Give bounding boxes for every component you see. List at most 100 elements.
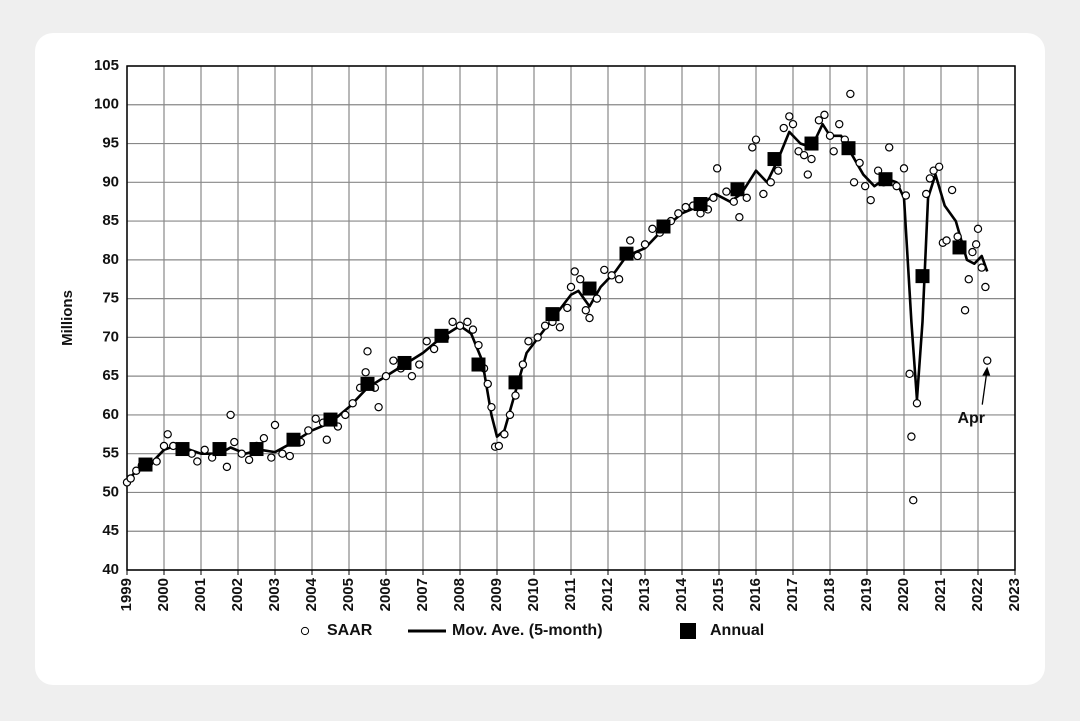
x-tick-label: 2005 [340,578,357,611]
saar-point [885,143,894,152]
saar-point [566,282,576,292]
saar-point [820,110,829,120]
saar-point [674,209,683,218]
x-tick-label: 2013 [636,578,653,611]
annual-point [471,357,486,372]
moving-average-line [126,122,989,482]
saar-point [973,224,983,234]
saar-point [533,333,542,342]
x-tick-label: 2021 [932,578,949,611]
saar-point [712,164,722,173]
saar-point [159,441,169,451]
saar-point [922,189,931,199]
saar-point [126,474,135,483]
x-tick-label: 2009 [488,578,505,611]
saar-point [230,437,239,447]
saar-point [794,147,803,156]
saar-point [729,197,739,206]
saar-point [581,306,591,315]
annual-point [249,442,264,457]
saar-point [814,116,824,125]
annual-point [397,355,412,370]
saar-point [518,360,528,369]
saar-point [759,189,768,199]
saar-point [607,271,616,280]
y-tick-label: 90 [102,173,119,190]
saar-point [774,166,783,175]
y-tick-label: 55 [102,445,119,462]
legend-label: Mov. Ave. (5-month) [452,622,603,639]
y-tick-label: 105 [94,57,119,74]
saar-point [912,399,922,408]
annual-point [804,136,819,151]
y-tick-label: 75 [102,290,119,307]
saar-point [785,112,794,121]
x-tick-label: 2016 [747,578,764,611]
annotation-arrowhead [982,366,991,376]
annual-point [508,375,523,390]
saar-point [259,433,269,443]
saar-point [592,294,602,303]
saar-point [163,430,172,439]
saar-point [799,150,809,160]
saar-point [487,402,496,412]
annual-point [878,172,893,187]
saar-point [500,430,509,439]
x-tick-label: 2007 [414,578,431,611]
annual-point [767,152,782,167]
saar-point [455,321,465,330]
saar-point [570,267,579,276]
annual-point [841,141,856,156]
annotation: Apr [957,410,985,427]
saar-point [348,399,357,408]
y-tick-label: 70 [102,328,119,345]
saar-point [835,119,844,129]
plot-frame [126,65,1016,571]
saar-point [483,379,492,389]
x-tick-label: 2002 [229,578,246,611]
saar-point [626,236,635,245]
annual-point [582,281,597,296]
saar-point [524,337,533,346]
saar-point [860,181,870,191]
y-tick-label: 40 [102,561,119,578]
saar-point [648,224,657,234]
y-tick-label: 65 [102,367,119,384]
y-tick-label: 50 [102,483,119,500]
y-tick-label: 100 [94,96,119,113]
saar-point [614,275,624,284]
saar-point [200,445,209,455]
annual-point [138,457,153,472]
saar-point [779,123,788,133]
saar-point [849,178,859,187]
saar-point [947,185,957,195]
saar-point [585,313,594,323]
saar-point [511,391,520,400]
legend-label: Annual [710,622,764,639]
x-tick-label: 2006 [377,578,394,611]
annual-point [286,432,301,447]
annual-point [656,219,671,234]
saar-point [709,193,718,203]
x-tick-label: 2008 [451,578,468,611]
saar-point [374,402,383,412]
saar-point [929,166,938,175]
saar-point [866,195,875,205]
x-tick-label: 2018 [821,578,838,611]
x-tick-label: 2014 [673,577,690,611]
x-tick-label: 2004 [303,577,320,611]
x-tick-label: 2010 [525,578,542,611]
saar-point [983,356,992,365]
y-tick-label: 85 [102,212,119,229]
x-tick-label: 2023 [1006,578,1023,611]
y-tick-label: 95 [102,135,119,152]
saar-point [953,232,962,241]
legend-symbol [680,623,696,639]
annual-point [545,307,560,322]
annual-point [693,197,708,212]
x-tick-label: 2015 [710,578,727,611]
y-tick-label: 80 [102,251,119,268]
x-tick-label: 2017 [784,578,801,611]
saar-point [934,162,944,171]
